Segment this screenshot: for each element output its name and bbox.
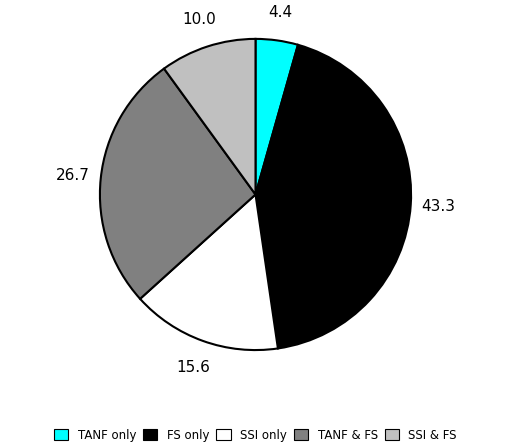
Wedge shape xyxy=(140,194,278,350)
Legend: TANF only, FS only, SSI only, TANF & FS, SSI & FS: TANF only, FS only, SSI only, TANF & FS,… xyxy=(51,425,460,442)
Wedge shape xyxy=(256,39,298,194)
Text: 4.4: 4.4 xyxy=(269,5,293,20)
Text: 26.7: 26.7 xyxy=(56,168,90,183)
Text: 43.3: 43.3 xyxy=(422,199,456,214)
Wedge shape xyxy=(164,39,256,194)
Text: 15.6: 15.6 xyxy=(176,360,210,375)
Text: 10.0: 10.0 xyxy=(182,12,216,27)
Wedge shape xyxy=(256,45,411,348)
Wedge shape xyxy=(100,69,256,299)
